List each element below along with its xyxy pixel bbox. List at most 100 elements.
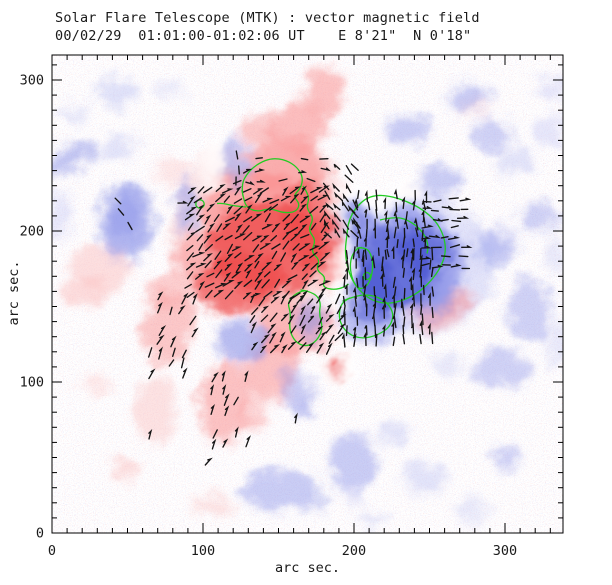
vector-segment xyxy=(280,195,292,202)
vector-segment xyxy=(288,226,299,234)
vector-segment xyxy=(345,257,350,270)
vector-segment xyxy=(270,296,280,304)
vector-segment xyxy=(243,279,253,287)
vector-segment xyxy=(310,262,319,270)
vector-segment xyxy=(450,263,462,268)
vector-segment xyxy=(427,292,431,306)
y-tick-label: 300 xyxy=(20,73,44,89)
vector-segment xyxy=(428,234,441,239)
vector-segment xyxy=(181,349,187,359)
blue-blob xyxy=(52,191,70,239)
vector-segment xyxy=(315,325,324,335)
vector-segment xyxy=(300,157,309,161)
plot-content xyxy=(52,55,563,533)
vector-segment xyxy=(332,202,341,211)
vector-segment xyxy=(253,188,264,195)
vector-segment xyxy=(301,273,308,280)
vector-segment xyxy=(245,204,253,214)
blue-blob xyxy=(473,118,511,152)
vector-segment xyxy=(204,243,213,252)
x-axis-label: arc sec. xyxy=(274,560,341,576)
red-blob xyxy=(270,104,326,152)
vector-segment xyxy=(251,307,259,315)
vector-segment xyxy=(319,331,327,341)
blue-blob xyxy=(328,433,376,491)
vector-segment xyxy=(263,290,273,299)
vector-segment xyxy=(235,150,239,160)
blue-blob xyxy=(535,114,563,152)
vector-segment xyxy=(260,234,270,243)
vector-segment xyxy=(226,243,233,254)
vector-segment xyxy=(206,272,215,278)
vector-segment xyxy=(424,190,428,204)
vector-segment xyxy=(363,331,367,347)
vector-segment xyxy=(414,217,419,231)
vector-segment xyxy=(364,267,367,281)
vector-segment xyxy=(290,193,300,204)
vector-segment xyxy=(337,323,346,335)
vector-segment xyxy=(261,224,274,230)
y-axis-label: arc sec. xyxy=(6,260,22,326)
vector-segment xyxy=(422,216,426,228)
vector-segment xyxy=(287,341,297,350)
vector-segment xyxy=(402,235,406,248)
vector-segment xyxy=(324,190,331,200)
vector-segment xyxy=(302,263,311,272)
blue-blob xyxy=(242,468,318,512)
vector-segment xyxy=(440,236,449,239)
vector-segment xyxy=(244,196,253,202)
x-tick-label: 0 xyxy=(48,543,56,559)
vector-segment xyxy=(213,289,225,298)
vector-segment xyxy=(384,210,388,222)
vector-segment xyxy=(300,185,307,195)
blue-blob xyxy=(538,77,563,99)
vector-segment xyxy=(234,280,244,290)
vector-segment xyxy=(395,201,398,213)
green-contour xyxy=(349,246,374,290)
vector-segment xyxy=(290,233,301,242)
vector-segment xyxy=(405,211,408,221)
vector-segment xyxy=(252,235,263,242)
vector-segment xyxy=(215,235,224,242)
vector-segment xyxy=(287,295,295,305)
vector-segment xyxy=(353,326,357,338)
vector-segment xyxy=(319,203,329,213)
vector-segment xyxy=(245,269,252,279)
vector-segment xyxy=(316,342,325,354)
vector-segment xyxy=(309,245,321,251)
vector-segment xyxy=(351,218,359,228)
vector-segment xyxy=(352,199,359,211)
vector-segment xyxy=(157,291,164,301)
vector-segment xyxy=(260,344,268,354)
vector-segment xyxy=(254,278,263,290)
vector-segment xyxy=(345,182,352,194)
vector-segment xyxy=(353,217,361,229)
vector-segment xyxy=(345,325,348,337)
vector-segment xyxy=(296,294,306,304)
vector-segment xyxy=(396,239,399,249)
blue-blob xyxy=(99,136,137,160)
vector-segment xyxy=(418,266,423,278)
vector-segment xyxy=(222,438,229,448)
vector-segment xyxy=(400,301,405,316)
vector-segment xyxy=(331,218,340,230)
vector-segment xyxy=(280,313,290,322)
vector-segment xyxy=(393,226,397,239)
vector-segment xyxy=(431,331,434,345)
blue-blob xyxy=(498,149,532,175)
vector-segment xyxy=(402,324,405,335)
vector-segment xyxy=(259,243,272,250)
vector-segment xyxy=(334,332,344,342)
vector-segment xyxy=(357,189,360,200)
vector-segment xyxy=(223,271,232,282)
vector-segment xyxy=(372,301,377,317)
x-tick-label: 300 xyxy=(493,543,517,559)
vector-segment xyxy=(333,163,341,170)
vector-segment xyxy=(184,213,196,221)
vector-segment xyxy=(422,206,433,209)
vector-segment xyxy=(226,205,234,214)
vector-segment xyxy=(254,271,264,282)
vector-segment xyxy=(357,229,362,239)
vector-segment xyxy=(440,255,451,258)
vector-segment xyxy=(205,289,213,299)
